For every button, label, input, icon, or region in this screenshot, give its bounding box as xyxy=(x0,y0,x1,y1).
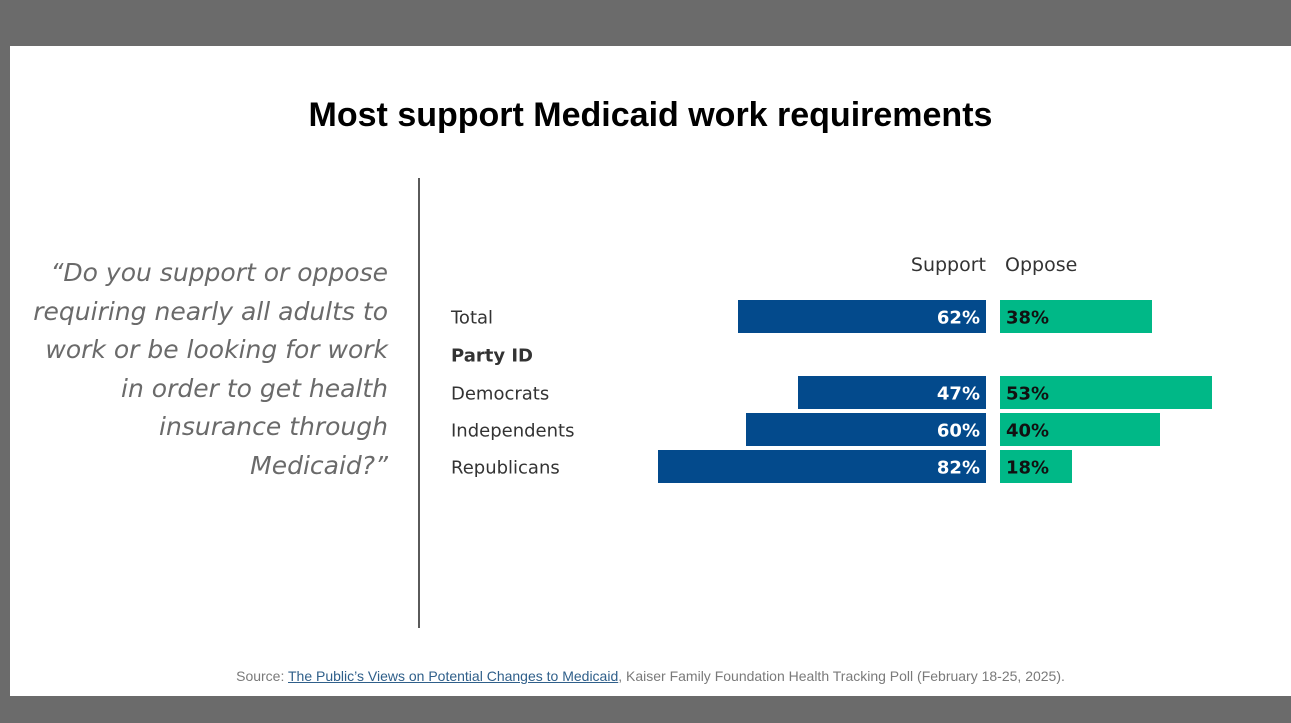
oppose-bar xyxy=(1000,376,1212,409)
slide: Most support Medicaid work requirements … xyxy=(10,46,1291,696)
survey-question: “Do you support or oppose requiring near… xyxy=(33,258,388,480)
category-label: Republicans xyxy=(451,458,560,479)
source-note: Source: The Public’s Views on Potential … xyxy=(10,668,1291,684)
oppose-value-label: 18% xyxy=(1006,458,1049,479)
diverging-bar-chart: Support Oppose Total 62% 38% Party ID Democrat… xyxy=(450,254,1212,483)
support-value-label: 60% xyxy=(937,421,980,442)
vertical-divider xyxy=(418,178,420,628)
category-label: Independents xyxy=(451,421,574,442)
support-bar xyxy=(798,376,986,409)
oppose-value-label: 38% xyxy=(1006,308,1049,329)
support-value-label: 47% xyxy=(937,384,980,405)
oppose-bar xyxy=(1000,450,1072,483)
legend-support: Support xyxy=(911,254,986,276)
support-bar xyxy=(738,300,986,333)
oppose-value-label: 40% xyxy=(1006,421,1049,442)
support-value-label: 62% xyxy=(937,308,980,329)
category-label: Total xyxy=(450,308,493,329)
support-value-label: 82% xyxy=(937,458,980,479)
legend-oppose: Oppose xyxy=(1005,254,1077,276)
oppose-bar xyxy=(1000,413,1160,446)
source-prefix: Source: xyxy=(236,668,288,684)
category-label: Party ID xyxy=(451,346,533,367)
source-suffix: , Kaiser Family Foundation Health Tracki… xyxy=(618,668,1065,684)
category-label: Democrats xyxy=(451,384,549,405)
support-bar xyxy=(746,413,986,446)
oppose-bar xyxy=(1000,300,1152,333)
source-link[interactable]: The Public’s Views on Potential Changes … xyxy=(288,668,619,684)
page-title: Most support Medicaid work requirements xyxy=(308,96,993,134)
oppose-value-label: 53% xyxy=(1006,384,1049,405)
support-bar xyxy=(658,450,986,483)
